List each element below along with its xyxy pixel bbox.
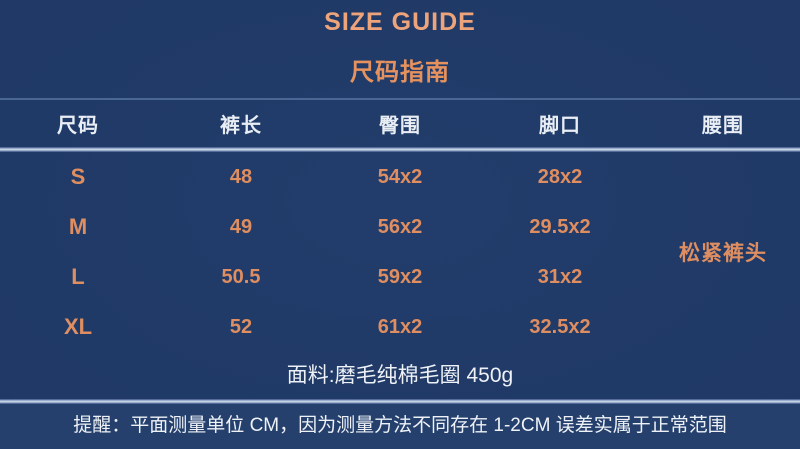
page-title: SIZE GUIDE <box>324 8 476 36</box>
row-l-size: L <box>71 264 85 289</box>
row-m-size: M <box>68 214 88 239</box>
row-l-hip: 59x2 <box>377 265 423 288</box>
row-l-leg-opening: 31x2 <box>537 265 583 288</box>
row-m-leg-opening: 29.5x2 <box>529 215 591 238</box>
header-top-divider <box>0 98 800 100</box>
table-header-row: 尺码 裤长 臀围 脚口 腰围 <box>0 100 800 147</box>
column-header-leg-opening: 脚口 <box>539 115 581 137</box>
column-header-size: 尺码 <box>57 115 99 137</box>
row-xl-leg-opening: 32.5x2 <box>529 315 591 338</box>
fabric-note: 面料:磨毛纯棉毛圈 450g <box>286 364 514 387</box>
waist-merged-note: 松紧裤头 <box>679 242 767 265</box>
column-header-pants-length: 裤长 <box>220 115 262 137</box>
row-s-leg-opening: 28x2 <box>537 165 583 188</box>
footer-divider <box>0 399 800 404</box>
column-header-hip: 臀围 <box>379 115 421 137</box>
column-header-waist: 腰围 <box>702 115 744 137</box>
header-bottom-divider <box>0 147 800 152</box>
measurement-reminder: 提醒：平面测量单位 CM，因为测量方法不同存在 1-2CM 误差实属于正常范围 <box>73 415 727 436</box>
footer-band <box>0 404 800 449</box>
row-xl-size: XL <box>63 314 93 339</box>
row-m-hip: 56x2 <box>377 215 423 238</box>
row-s-pants-length: 48 <box>229 165 253 188</box>
size-table-body: S 48 54x2 28x2 M 49 56x2 29.5x2 L 50.5 5… <box>0 152 800 352</box>
page-subtitle-cn: 尺码指南 <box>350 59 450 86</box>
row-xl-hip: 61x2 <box>377 315 423 338</box>
row-l-pants-length: 50.5 <box>221 265 261 288</box>
row-m-pants-length: 49 <box>229 215 253 238</box>
row-s-hip: 54x2 <box>377 165 423 188</box>
row-s-size: S <box>70 164 86 189</box>
row-xl-pants-length: 52 <box>229 315 253 338</box>
